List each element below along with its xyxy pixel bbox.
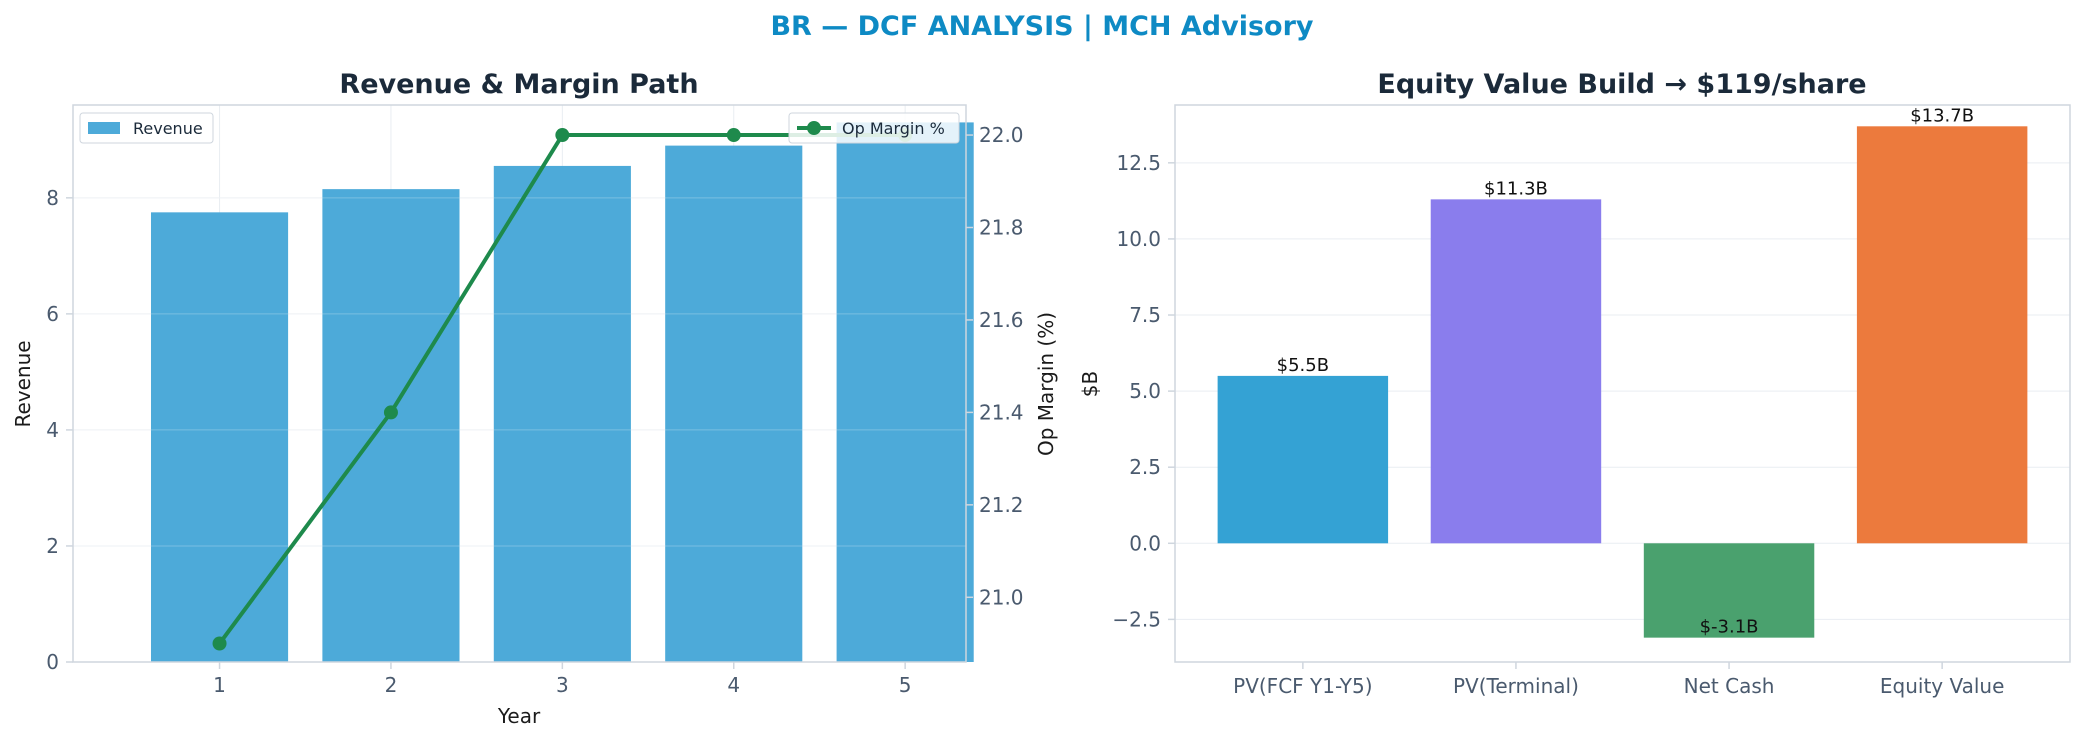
figure-suptitle: BR — DCF ANALYSIS | MCH Advisory: [770, 11, 1313, 42]
y-axis-label-dollar-b: $B: [1078, 371, 1102, 397]
tick-label-x-5: 5: [899, 673, 912, 697]
op-margin-point-year-1: [212, 636, 227, 651]
y-axis-label-revenue: Revenue: [11, 340, 35, 427]
tick-label-pv-terminal: PV(Terminal): [1453, 674, 1579, 698]
equity-bar-pv-fcf-y1-y5: [1217, 375, 1389, 544]
tick-label-pv-fcf-y1-y5: PV(FCF Y1-Y5): [1233, 674, 1372, 698]
chart-title-revenue: Revenue & Margin Path: [339, 69, 698, 100]
tick-label-y-2-5: −2.5: [1112, 607, 1161, 631]
equity-bar-net-cash: [1643, 543, 1815, 638]
tick-label-y-4: 4: [46, 418, 59, 442]
legend-swatch-revenue: [88, 122, 120, 134]
tick-label-y-5-0: 5.0: [1129, 379, 1161, 403]
tick-label-y2-22-0: 22.0: [979, 123, 1024, 147]
revenue-bars: [73, 122, 974, 663]
data-label-pv-fcf-y1-y5: $5.5B: [1277, 355, 1329, 376]
y2-axis-label-op-margin: Op Margin (%): [1034, 312, 1058, 456]
op-margin-point-year-3: [555, 128, 570, 143]
op-margin-point-year-4: [726, 128, 741, 143]
op-margin-point-year-2: [383, 405, 398, 420]
legend-revenue: Revenue: [79, 112, 214, 144]
tick-label-y-2: 2: [46, 534, 59, 558]
revenue-margin-chart: Revenue & Margin Path Year Revenue Op Ma…: [11, 69, 1058, 728]
tick-label-y-0: 0: [46, 650, 59, 674]
tick-label-equity-value: Equity Value: [1880, 674, 2005, 698]
tick-label-y2-21-0: 21.0: [979, 585, 1024, 609]
tick-label-x-1: 1: [213, 673, 226, 697]
tick-label-net-cash: Net Cash: [1684, 674, 1775, 698]
data-label-pv-terminal: $11.3B: [1484, 178, 1548, 199]
equity-bar-equity-value: [1856, 126, 2028, 544]
data-label-net-cash: $-3.1B: [1700, 617, 1759, 638]
tick-label-x-4: 4: [727, 673, 740, 697]
tick-label-y2-21-4: 21.4: [979, 400, 1024, 424]
equity-value-build-chart: Equity Value Build → $119/share $B $5.5B…: [1078, 69, 2071, 698]
tick-label-y-6: 6: [46, 302, 59, 326]
equity-plot-frame: [1174, 104, 2071, 663]
tick-label-y-2-5: 2.5: [1129, 455, 1161, 479]
data-label-equity-value: $13.7B: [1910, 105, 1974, 126]
legend-op-margin: Op Margin %: [788, 112, 960, 144]
legend-label-op-margin: Op Margin %: [842, 119, 945, 138]
equity-bars: $5.5B $11.3B $-3.1B $13.7B: [1217, 105, 2028, 638]
x-axis-label-year: Year: [497, 704, 541, 728]
tick-label-y2-21-8: 21.8: [979, 215, 1024, 239]
equity-bar-pv-terminal: [1430, 199, 1602, 544]
revenue-bar-year-4: [665, 145, 803, 663]
tick-label-y-8: 8: [46, 186, 59, 210]
legend-marker-op-margin: [807, 121, 821, 135]
revenue-bar-year-2: [322, 189, 460, 663]
tick-label-x-2: 2: [385, 673, 398, 697]
equity-axis-ticks: −2.5 0.0 2.5 5.0 7.5 10.0 12.5 PV(FCF Y1-Y5) PV(…: [1112, 151, 2004, 698]
tick-label-y-7-5: 7.5: [1129, 303, 1161, 327]
revenue-bar-year-3: [493, 165, 631, 662]
tick-label-y2-21-6: 21.6: [979, 308, 1024, 332]
revenue-plot-frame: [72, 104, 967, 663]
chart-title-equity: Equity Value Build → $119/share: [1377, 69, 1866, 100]
tick-label-y2-21-2: 21.2: [979, 493, 1024, 517]
tick-label-x-3: 3: [556, 673, 569, 697]
revenue-bar-year-5: [836, 122, 974, 662]
legend-label-revenue: Revenue: [133, 119, 203, 138]
tick-label-y-10-0: 10.0: [1116, 227, 1161, 251]
tick-label-y-0-0: 0.0: [1129, 531, 1161, 555]
revenue-axis-ticks: 0 2 4 6 8 21.0 21.2 21.4 21.6 21.8 22.0 1 2 3 4 5: [46, 123, 1023, 697]
tick-label-y-12-5: 12.5: [1116, 151, 1161, 175]
revenue-bar-year-1: [150, 212, 289, 662]
